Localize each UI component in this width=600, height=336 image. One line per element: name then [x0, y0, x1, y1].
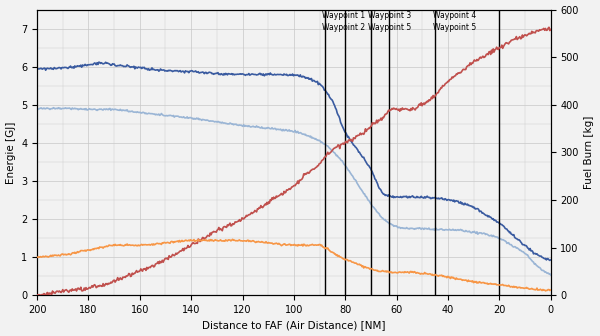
Text: Waypoint 2: Waypoint 2	[322, 23, 365, 32]
Text: Waypoint 5: Waypoint 5	[368, 23, 412, 32]
Text: Waypoint 4: Waypoint 4	[433, 11, 476, 20]
Text: Waypoint 1: Waypoint 1	[322, 11, 365, 20]
Text: Waypoint 3: Waypoint 3	[368, 11, 412, 20]
X-axis label: Distance to FAF (Air Distance) [NM]: Distance to FAF (Air Distance) [NM]	[202, 321, 386, 330]
Y-axis label: Energie [GJ]: Energie [GJ]	[5, 121, 16, 183]
Text: Waypoint 5: Waypoint 5	[433, 23, 476, 32]
Y-axis label: Fuel Burn [kg]: Fuel Burn [kg]	[584, 116, 595, 189]
